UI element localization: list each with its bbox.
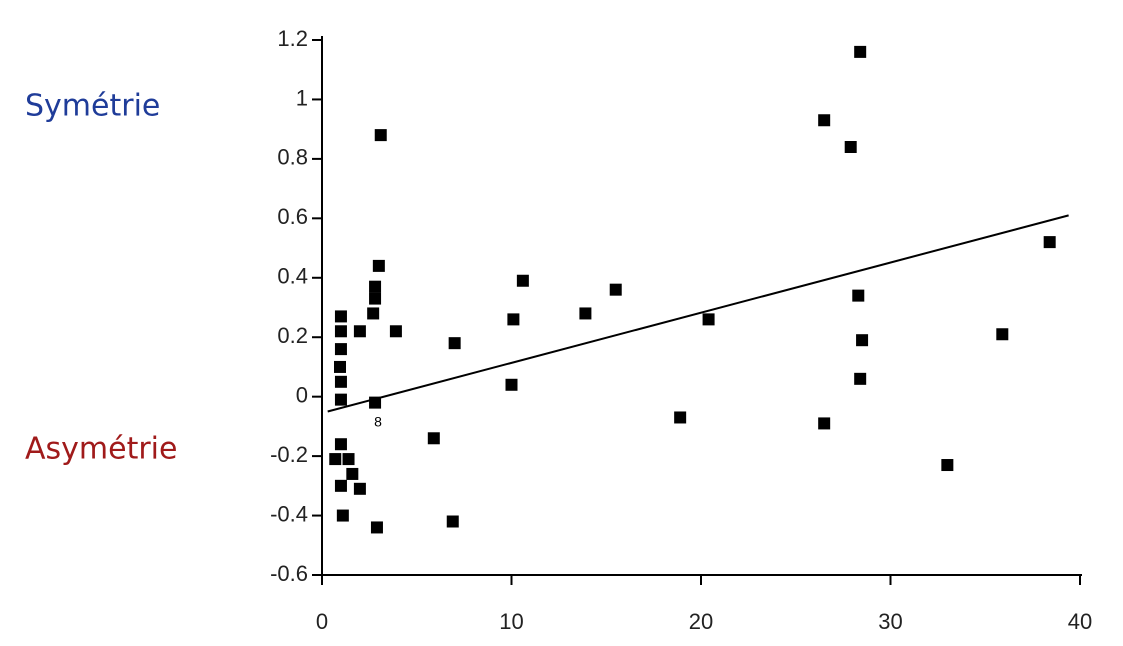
point: [329, 453, 342, 466]
annotation: Symétrie: [25, 89, 160, 124]
y-tick-label: 0.8: [277, 145, 308, 170]
x-tick-label: 40: [1068, 609, 1092, 634]
point: [579, 307, 592, 320]
x-tick-label: 0: [316, 609, 328, 634]
point: [446, 515, 459, 528]
y-tick-label: 1.2: [277, 26, 308, 51]
point: [818, 417, 831, 430]
x-tick-label: 20: [689, 609, 713, 634]
annotation: 8: [374, 414, 382, 430]
point: [844, 141, 857, 153]
y-tick-label: -0.2: [270, 442, 308, 467]
point: [609, 283, 622, 296]
point: [507, 313, 520, 326]
point: [374, 129, 387, 142]
point: [370, 521, 383, 534]
point: [334, 479, 347, 492]
x-tick-label: 10: [499, 609, 523, 634]
point: [854, 372, 867, 385]
y-tick-label: 0.4: [277, 264, 308, 289]
trend-line: [327, 214, 1069, 413]
point: [674, 411, 687, 424]
point: [367, 307, 380, 320]
annotation: Asymétrie: [25, 432, 177, 467]
point: [372, 259, 385, 272]
point: [389, 325, 402, 338]
point: [334, 343, 347, 356]
point: [353, 325, 366, 338]
point: [856, 334, 869, 347]
y-tick-label: 0.6: [277, 204, 308, 229]
point: [427, 432, 440, 445]
point: [334, 310, 347, 323]
point: [505, 378, 518, 391]
point: [342, 453, 355, 466]
y-tick-label: 0: [296, 382, 308, 407]
point: [448, 337, 461, 350]
point: [369, 292, 382, 305]
x-tick-label: 30: [878, 609, 902, 634]
point: [336, 509, 349, 522]
point: [369, 280, 382, 293]
point: [1043, 236, 1056, 249]
point: [353, 482, 366, 495]
point: [334, 393, 347, 406]
point: [334, 360, 347, 373]
point: [334, 438, 347, 451]
y-tick-label: 1: [296, 85, 308, 110]
point: [334, 375, 347, 388]
point: [941, 459, 954, 472]
point: [702, 313, 715, 326]
y-tick-label: 0.2: [277, 323, 308, 348]
point: [996, 328, 1009, 341]
point: [346, 467, 359, 480]
point: [334, 325, 347, 338]
point: [516, 274, 529, 287]
point: [818, 114, 831, 127]
y-tick-label: -0.4: [270, 501, 308, 526]
point: [854, 45, 867, 58]
point: [852, 289, 865, 302]
y-tick-label: -0.6: [270, 561, 308, 586]
